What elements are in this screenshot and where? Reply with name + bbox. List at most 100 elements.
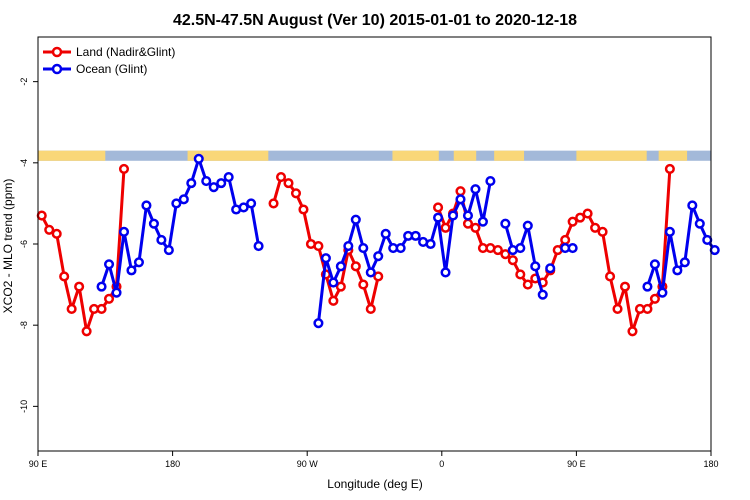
land-strip-segment bbox=[38, 150, 106, 161]
data-point bbox=[320, 253, 331, 264]
data-point bbox=[433, 212, 444, 223]
data-point bbox=[395, 243, 406, 254]
x-tick-label: 90 W bbox=[297, 459, 319, 469]
data-point bbox=[447, 210, 459, 221]
data-point bbox=[96, 281, 107, 292]
data-point bbox=[118, 226, 130, 237]
data-point bbox=[81, 326, 92, 337]
x-tick-label: 90 E bbox=[29, 459, 48, 469]
land-strip-segment bbox=[187, 150, 269, 161]
data-point bbox=[328, 277, 339, 288]
legend-label-ocean: Ocean (Glint) bbox=[76, 62, 147, 76]
series-line bbox=[40, 168, 126, 333]
data-point bbox=[522, 279, 533, 290]
data-point bbox=[350, 214, 361, 225]
x-tick-label: 180 bbox=[165, 459, 180, 469]
data-point bbox=[410, 230, 421, 241]
data-point bbox=[118, 163, 130, 174]
data-point bbox=[365, 267, 376, 278]
data-point bbox=[335, 261, 346, 272]
data-point bbox=[380, 228, 391, 239]
chart-title: 42.5N-47.5N August (Ver 10) 2015-01-01 t… bbox=[173, 12, 577, 29]
data-point bbox=[649, 259, 660, 270]
y-axis: -2 -4 -6 -8 -10 bbox=[19, 78, 38, 413]
data-point bbox=[664, 163, 675, 174]
data-point bbox=[156, 234, 167, 245]
y-tick-label: -10 bbox=[19, 400, 29, 413]
legend-marker-land bbox=[51, 46, 63, 58]
data-point bbox=[328, 295, 339, 306]
data-point bbox=[335, 281, 346, 292]
land-strip-segment bbox=[392, 150, 439, 161]
data-point bbox=[373, 271, 384, 282]
data-point bbox=[350, 261, 361, 272]
data-point bbox=[313, 318, 324, 329]
data-point bbox=[627, 326, 638, 337]
data-point bbox=[462, 210, 474, 221]
data-point bbox=[275, 171, 287, 183]
series-land bbox=[36, 163, 675, 337]
data-point bbox=[649, 293, 660, 304]
x-axis-label: Longitude (deg E) bbox=[327, 477, 422, 491]
data-point bbox=[567, 243, 578, 254]
data-point bbox=[290, 188, 302, 199]
data-point bbox=[560, 234, 571, 245]
data-point bbox=[440, 222, 451, 233]
y-tick-label: -4 bbox=[19, 159, 29, 167]
data-point bbox=[425, 238, 436, 250]
data-point bbox=[66, 303, 77, 314]
data-point bbox=[590, 222, 601, 233]
data-point bbox=[642, 281, 653, 292]
legend-label-land: Land (Nadir&Glint) bbox=[76, 45, 175, 59]
data-point bbox=[358, 279, 369, 290]
data-point bbox=[148, 218, 159, 229]
data-point bbox=[485, 176, 496, 187]
data-point bbox=[477, 216, 488, 227]
data-point bbox=[103, 259, 115, 270]
data-point bbox=[657, 287, 668, 298]
data-point bbox=[171, 198, 182, 209]
data-point bbox=[365, 303, 376, 314]
data-point bbox=[500, 249, 511, 260]
data-point bbox=[313, 240, 324, 252]
y-axis-label: XCO2 - MLO trend (ppm) bbox=[1, 179, 15, 314]
ocean-strip bbox=[38, 150, 711, 161]
data-point bbox=[36, 210, 47, 221]
data-point bbox=[193, 153, 204, 164]
y-tick-label: -2 bbox=[19, 78, 29, 86]
data-point bbox=[298, 204, 309, 215]
data-point bbox=[208, 182, 219, 193]
data-point bbox=[545, 263, 556, 274]
data-point bbox=[238, 202, 249, 213]
data-point bbox=[687, 200, 698, 211]
data-point bbox=[433, 202, 444, 213]
data-point bbox=[619, 281, 631, 292]
series-line bbox=[646, 203, 716, 295]
data-point bbox=[74, 281, 85, 292]
data-point bbox=[530, 261, 541, 272]
land-strip-segment bbox=[494, 150, 525, 161]
data-point bbox=[440, 267, 451, 278]
x-tick-label: 90 E bbox=[567, 459, 586, 469]
data-point bbox=[373, 251, 384, 262]
x-tick-label: 0 bbox=[439, 459, 444, 469]
data-point bbox=[672, 265, 683, 276]
legend-marker-ocean bbox=[51, 63, 63, 75]
data-point bbox=[679, 257, 690, 268]
y-tick-label: -6 bbox=[19, 240, 29, 248]
data-point bbox=[216, 178, 227, 189]
plot-frame bbox=[37, 36, 712, 452]
data-point bbox=[246, 198, 257, 209]
data-point bbox=[178, 194, 189, 205]
data-point bbox=[201, 176, 212, 187]
data-point bbox=[605, 271, 616, 282]
data-point bbox=[51, 228, 62, 239]
data-point bbox=[133, 257, 144, 268]
data-point bbox=[567, 216, 578, 227]
data-point bbox=[492, 245, 503, 256]
data-point bbox=[575, 212, 586, 223]
data-point bbox=[268, 198, 279, 209]
legend: Land (Nadir&Glint) Ocean (Glint) bbox=[43, 45, 175, 76]
data-point bbox=[283, 178, 294, 189]
